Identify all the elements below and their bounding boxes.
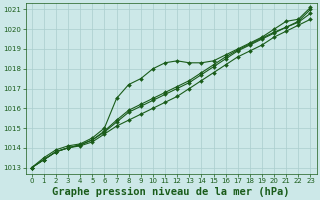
X-axis label: Graphe pression niveau de la mer (hPa): Graphe pression niveau de la mer (hPa) [52,186,290,197]
